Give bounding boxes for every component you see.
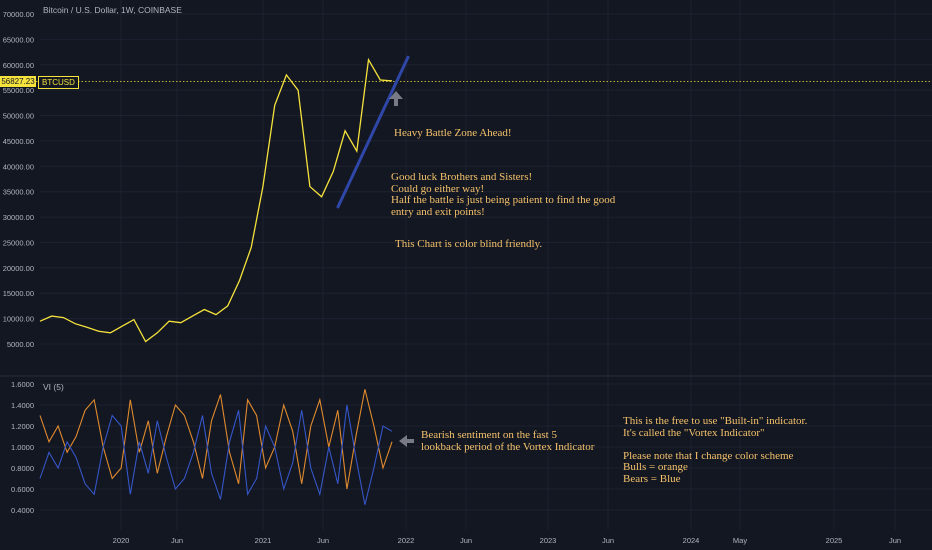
- price-tick-label: 45000.00: [3, 137, 34, 146]
- trendline[interactable]: [336, 55, 410, 209]
- vi-tick-label: 0.4000: [11, 506, 34, 515]
- annotation-color-blind[interactable]: This Chart is color blind friendly.: [395, 238, 543, 250]
- price-tick-label: 70000.00: [3, 10, 34, 19]
- time-tick-label: 2023: [540, 536, 557, 545]
- annotation-good-luck[interactable]: Good luck Brothers and Sisters! Could go…: [391, 171, 616, 218]
- price-axis: 5000.00 10000.00 15000.00 20000.00 25000.00 3…: [3, 10, 34, 349]
- vi-tick-label: 1.6000: [11, 380, 34, 389]
- current-price-tag: 56827.23: [0, 76, 36, 87]
- vi-axis: 0.4000 0.6000 0.8000 1.0000 1.2000 1.4000 1.60…: [11, 380, 34, 515]
- time-tick-label: Jun: [889, 536, 901, 545]
- price-tick-label: 30000.00: [3, 213, 34, 222]
- price-tick-label: 10000.00: [3, 315, 34, 324]
- price-tick-label: 65000.00: [3, 35, 34, 44]
- vi-tick-label: 1.2000: [11, 422, 34, 431]
- up-arrow-icon: [389, 91, 403, 106]
- time-tick-label: May: [733, 536, 747, 545]
- annotation-battle-zone[interactable]: Heavy Battle Zone Ahead!: [394, 127, 512, 139]
- time-tick-label: 2020: [113, 536, 130, 545]
- vi-tick-label: 1.4000: [11, 401, 34, 410]
- time-tick-label: Jun: [602, 536, 614, 545]
- time-tick-label: Jun: [317, 536, 329, 545]
- time-tick-label: 2022: [398, 536, 415, 545]
- price-tick-label: 15000.00: [3, 289, 34, 298]
- vi-tick-label: 1.0000: [11, 443, 34, 452]
- price-tick-label: 55000.00: [3, 86, 34, 95]
- price-tick-label: 50000.00: [3, 112, 34, 121]
- price-tick-label: 35000.00: [3, 188, 34, 197]
- time-tick-label: Jun: [171, 536, 183, 545]
- vi-minus-line: [39, 404, 393, 505]
- annotation-bearish[interactable]: Bearish sentiment on the fast 5 lookback…: [421, 429, 595, 453]
- annotation-indicator-note[interactable]: This is the free to use "Built-in" indic…: [623, 415, 808, 485]
- chart-title: Bitcoin / U.S. Dollar, 1W, COINBASE: [43, 5, 182, 15]
- vi-tick-label: 0.6000: [11, 485, 34, 494]
- left-arrow-icon: [399, 435, 414, 447]
- price-tick-label: 40000.00: [3, 162, 34, 171]
- price-tick-label: 5000.00: [7, 340, 34, 349]
- price-series: [39, 57, 393, 343]
- btcusd-line: [39, 57, 393, 343]
- time-tick-label: Jun: [460, 536, 472, 545]
- grid-lines: [40, 0, 932, 530]
- price-tick-label: 20000.00: [3, 264, 34, 273]
- time-tick-label: 2024: [683, 536, 700, 545]
- indicator-label: VI (5): [43, 382, 64, 392]
- price-tick-label: 25000.00: [3, 238, 34, 247]
- vortex-indicator-series: [39, 389, 393, 505]
- vi-plus-line: [39, 389, 393, 490]
- time-axis: 2020 Jun 2021 Jun 2022 Jun 2023 Jun 2024 May 2025 J…: [113, 536, 901, 545]
- time-tick-label: 2025: [826, 536, 843, 545]
- vi-tick-label: 0.8000: [11, 464, 34, 473]
- time-tick-label: 2021: [255, 536, 272, 545]
- symbol-tag[interactable]: BTCUSD: [38, 76, 79, 89]
- price-tick-label: 60000.00: [3, 61, 34, 70]
